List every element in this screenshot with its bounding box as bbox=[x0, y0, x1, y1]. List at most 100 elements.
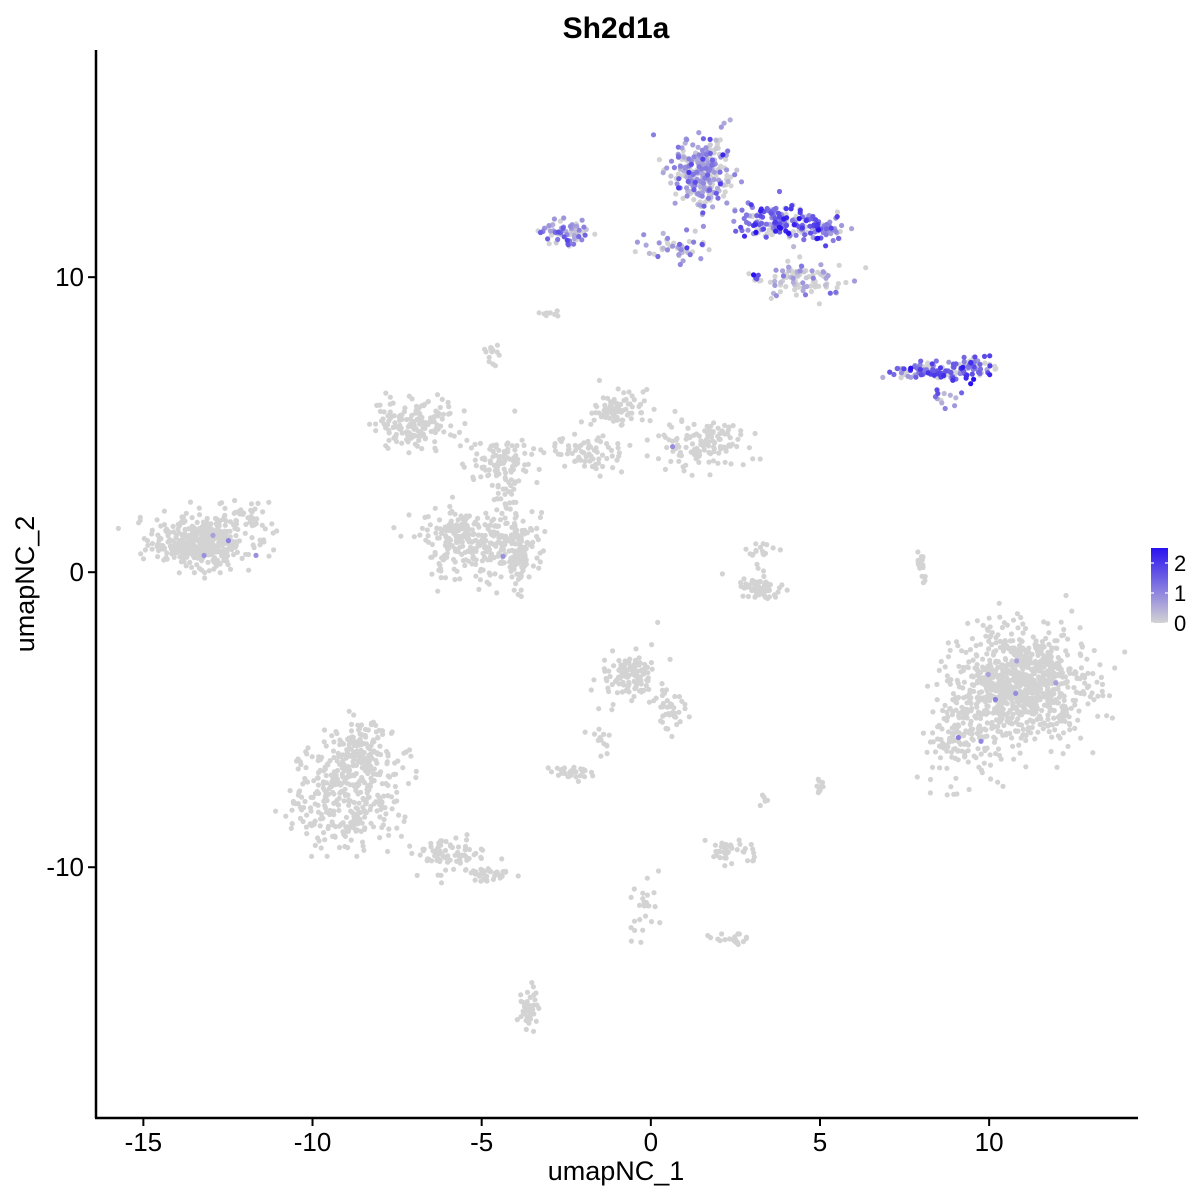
cell-point bbox=[1045, 716, 1051, 722]
cell-point bbox=[470, 555, 476, 561]
cell-point bbox=[741, 233, 748, 239]
cell-point bbox=[248, 516, 255, 522]
legend-label: 1 bbox=[1174, 581, 1186, 606]
cell-point bbox=[1011, 673, 1018, 679]
cell-point bbox=[347, 798, 353, 804]
cell-point bbox=[486, 354, 492, 360]
cell-point bbox=[491, 516, 497, 522]
cell-point bbox=[391, 525, 397, 531]
cell-point bbox=[948, 369, 954, 376]
cell-point bbox=[626, 689, 632, 695]
cell-point bbox=[401, 818, 407, 825]
cell-point bbox=[699, 241, 705, 247]
cell-point bbox=[419, 446, 425, 452]
cell-point bbox=[726, 442, 732, 448]
cell-point bbox=[913, 374, 919, 380]
cell-point bbox=[682, 701, 688, 707]
cell-point bbox=[692, 228, 698, 234]
cell-point bbox=[1020, 645, 1026, 651]
cell-point bbox=[1045, 712, 1051, 718]
cell-point bbox=[253, 521, 259, 527]
cell-point bbox=[941, 390, 947, 397]
cell-point bbox=[700, 156, 706, 162]
cell-point bbox=[717, 849, 723, 855]
cell-point bbox=[940, 707, 946, 714]
cell-point bbox=[497, 517, 504, 523]
cell-point bbox=[433, 448, 439, 454]
cell-point bbox=[330, 748, 337, 754]
cell-point bbox=[986, 678, 992, 684]
cell-point bbox=[373, 729, 379, 735]
cell-point bbox=[381, 409, 387, 415]
cell-point bbox=[316, 754, 322, 760]
cell-point bbox=[417, 416, 423, 422]
cell-point bbox=[692, 446, 698, 452]
cell-point bbox=[377, 402, 383, 408]
cell-point bbox=[1077, 651, 1083, 657]
cell-point bbox=[802, 292, 809, 298]
cell-point bbox=[428, 844, 434, 850]
cell-point bbox=[985, 627, 991, 634]
cell-point bbox=[643, 242, 649, 248]
cell-point bbox=[576, 227, 582, 233]
cell-point bbox=[536, 565, 542, 571]
cell-point bbox=[354, 781, 360, 787]
x-tick-label: -10 bbox=[294, 1127, 332, 1157]
cell-point bbox=[501, 466, 507, 472]
cell-point bbox=[455, 517, 461, 523]
cell-point bbox=[684, 227, 690, 233]
cell-point bbox=[287, 788, 293, 794]
cell-point bbox=[982, 699, 988, 705]
cell-point bbox=[336, 795, 342, 801]
cell-point bbox=[709, 157, 716, 163]
cell-point bbox=[360, 777, 366, 783]
cell-point bbox=[816, 301, 823, 307]
cell-point bbox=[1073, 669, 1079, 676]
cell-point bbox=[1085, 670, 1091, 676]
cell-point bbox=[524, 540, 530, 546]
cell-point bbox=[383, 390, 389, 396]
cell-point bbox=[722, 459, 728, 465]
cell-point bbox=[610, 465, 616, 471]
cell-point bbox=[602, 402, 608, 408]
cell-point bbox=[460, 557, 466, 564]
cell-point bbox=[773, 267, 779, 273]
cell-point bbox=[562, 463, 568, 469]
cell-point bbox=[629, 664, 635, 671]
cell-point bbox=[789, 217, 796, 224]
cell-point bbox=[435, 588, 441, 594]
cell-point bbox=[545, 236, 551, 242]
cell-point bbox=[644, 437, 650, 443]
cell-point bbox=[320, 815, 326, 821]
cell-point bbox=[675, 154, 682, 160]
cell-point bbox=[561, 215, 567, 221]
cell-point bbox=[720, 152, 726, 158]
cell-point bbox=[380, 416, 386, 422]
cell-point bbox=[670, 448, 676, 454]
cell-point bbox=[1051, 691, 1057, 697]
cell-point bbox=[953, 639, 960, 645]
cell-point bbox=[433, 408, 439, 414]
cell-point bbox=[297, 815, 303, 822]
cell-point bbox=[596, 726, 602, 732]
cell-point bbox=[784, 587, 790, 593]
cell-point bbox=[614, 409, 621, 415]
cell-point bbox=[498, 574, 504, 580]
cell-point bbox=[1082, 675, 1088, 681]
cell-point bbox=[259, 522, 265, 528]
cell-point bbox=[1058, 658, 1064, 664]
cell-point bbox=[337, 789, 343, 795]
cell-point bbox=[537, 514, 544, 521]
cell-point bbox=[356, 727, 362, 733]
cell-point bbox=[894, 365, 901, 372]
cell-point bbox=[632, 686, 638, 692]
cell-point bbox=[1012, 728, 1019, 734]
cell-point bbox=[992, 363, 998, 369]
cell-point bbox=[705, 195, 712, 201]
cell-point bbox=[776, 214, 783, 220]
cell-point bbox=[953, 775, 959, 781]
cell-point bbox=[453, 539, 460, 546]
cell-point bbox=[966, 659, 972, 665]
cell-point bbox=[944, 678, 951, 684]
cell-point bbox=[464, 526, 470, 532]
